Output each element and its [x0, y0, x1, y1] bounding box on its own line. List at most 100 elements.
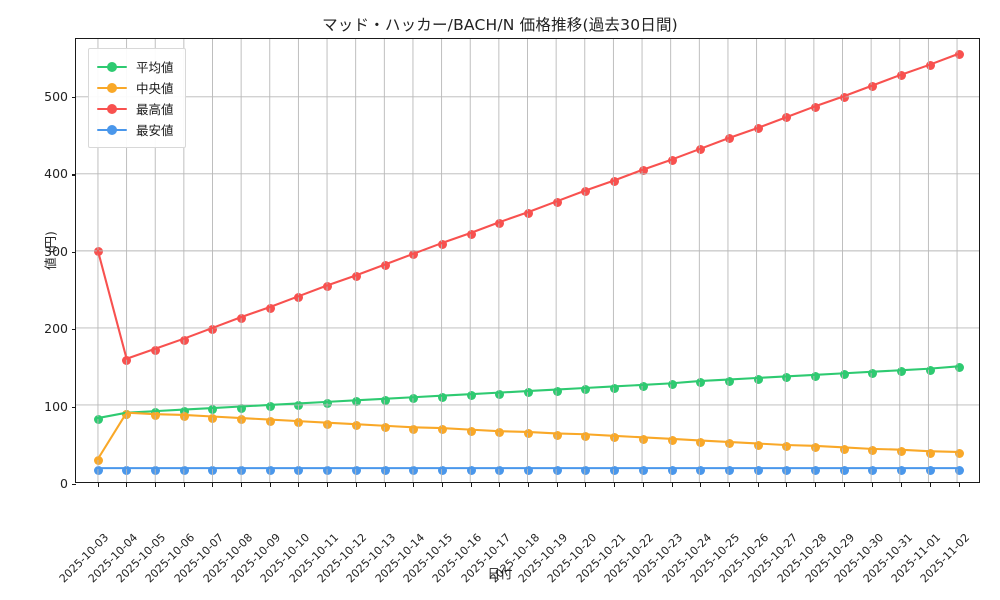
data-point	[437, 425, 447, 435]
data-point	[380, 395, 390, 405]
data-point	[839, 444, 849, 454]
data-point	[351, 465, 361, 475]
legend-dot-icon	[107, 103, 117, 114]
x-tick-mark	[355, 482, 357, 487]
x-tick-mark	[815, 482, 817, 487]
legend-item-2[interactable]: 最高値	[97, 98, 174, 119]
y-tick-label: 0	[60, 476, 68, 491]
data-point	[524, 208, 533, 218]
series-line-1	[96, 411, 959, 460]
data-point	[610, 383, 620, 393]
data-point	[437, 239, 447, 249]
data-point	[323, 465, 333, 475]
data-point	[466, 426, 476, 436]
plot-area: 0 100 200 300 400 500 2025-10-03 2025-10-04 202…	[43, 38, 980, 585]
data-point	[323, 419, 333, 429]
data-point	[552, 430, 562, 440]
data-point	[323, 399, 333, 408]
x-tick-mark	[843, 482, 845, 487]
data-point	[552, 465, 562, 475]
data-point	[724, 376, 734, 386]
data-point	[495, 428, 505, 438]
y-tick-mark	[71, 484, 76, 486]
data-point	[466, 391, 476, 401]
y-tick-mark	[71, 406, 76, 408]
page-title: マッド・ハッカー/BACH/N 価格推移(過去30日間)	[322, 16, 678, 34]
data-point	[380, 423, 390, 432]
data-point	[897, 465, 907, 475]
x-tick-mark	[728, 482, 730, 487]
legend-item-0[interactable]: 平均値	[97, 56, 174, 77]
x-tick-mark	[614, 482, 616, 487]
data-point	[696, 378, 706, 388]
data-point	[954, 465, 964, 475]
data-point	[638, 434, 648, 444]
x-tick-mark	[298, 482, 300, 487]
legend-swatch-icon	[97, 61, 127, 73]
x-tick-mark	[585, 482, 587, 487]
legend-item-3[interactable]: 最安値	[97, 119, 174, 140]
data-point	[466, 465, 476, 475]
x-tick-mark	[241, 482, 243, 487]
data-point	[437, 392, 447, 402]
y-axis-label: 値 (円)	[42, 231, 58, 270]
x-tick-mark	[556, 482, 558, 487]
data-point	[495, 389, 505, 399]
data-point	[868, 446, 878, 456]
data-point	[811, 443, 820, 453]
data-point	[811, 465, 820, 475]
data-point	[667, 436, 677, 446]
data-point	[409, 250, 419, 260]
legend-label: 平均値	[136, 60, 174, 75]
x-tick-mark	[528, 482, 530, 487]
series-layer	[96, 53, 959, 470]
x-tick-mark	[901, 482, 903, 487]
x-tick-mark	[154, 482, 156, 487]
legend-dot-icon	[107, 82, 117, 93]
y-tick-mark	[71, 251, 76, 253]
y-tick-label: 100	[44, 398, 68, 414]
data-point	[667, 380, 677, 390]
x-tick-mark	[413, 482, 415, 487]
data-point	[581, 465, 591, 475]
data-point	[495, 465, 505, 475]
chart-legend: 平均値中央値最高値最安値	[88, 48, 186, 148]
data-point	[610, 433, 620, 443]
x-tick-mark	[126, 482, 128, 487]
data-point	[466, 229, 476, 239]
data-point	[495, 218, 505, 228]
data-point	[581, 385, 591, 395]
x-tick-mark	[757, 482, 759, 487]
data-point	[351, 272, 361, 282]
x-tick-mark	[872, 482, 874, 487]
data-point	[380, 261, 390, 271]
data-point	[782, 465, 792, 475]
data-point	[294, 292, 304, 302]
data-point	[667, 465, 677, 475]
x-tick-mark	[929, 482, 931, 487]
data-point	[696, 465, 706, 475]
data-point	[954, 449, 964, 459]
data-point	[351, 421, 361, 431]
data-point	[724, 465, 734, 475]
series-line-2	[96, 53, 959, 360]
data-point	[294, 465, 304, 475]
data-point	[897, 367, 907, 377]
legend-label: 最安値	[136, 123, 174, 138]
data-point	[954, 49, 964, 59]
data-point	[524, 465, 533, 475]
data-point	[897, 446, 907, 456]
x-tick-mark	[786, 482, 788, 487]
x-tick-mark	[642, 482, 644, 487]
y-tick-label: 500	[44, 89, 68, 105]
data-point	[638, 381, 648, 391]
data-point	[724, 439, 734, 449]
legend-label: 最高値	[136, 102, 174, 117]
legend-dot-icon	[107, 61, 117, 72]
x-tick-mark	[183, 482, 185, 487]
x-tick-mark	[958, 482, 960, 487]
data-point	[753, 440, 763, 450]
data-point	[294, 418, 304, 428]
legend-item-1[interactable]: 中央値	[97, 77, 174, 98]
y-tick-label: 400	[44, 166, 68, 182]
